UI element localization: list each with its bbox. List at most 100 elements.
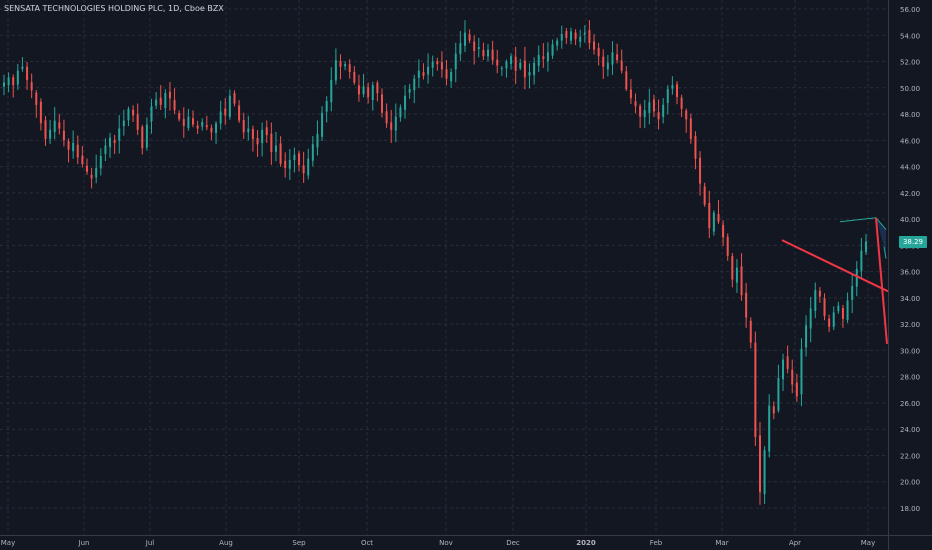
candle-body: [205, 125, 208, 128]
candle-body: [860, 250, 863, 272]
x-tick-label: Jul: [145, 539, 155, 547]
candle-body: [818, 290, 821, 297]
y-tick-label: 20.00: [900, 479, 920, 487]
candle-body: [726, 236, 729, 256]
y-tick-label: 48.00: [900, 111, 920, 119]
candle-body: [39, 101, 42, 124]
candle-body: [284, 160, 287, 168]
candle-body: [302, 165, 305, 174]
candle-body: [353, 71, 356, 83]
candle-body: [496, 59, 499, 66]
candle-body: [182, 119, 185, 126]
candle-body: [758, 435, 761, 493]
candle-body: [602, 56, 605, 67]
candle-body: [3, 82, 5, 87]
candle-body: [768, 405, 771, 452]
candle-body: [99, 156, 102, 169]
candle-body: [625, 71, 628, 90]
candle-body: [256, 137, 259, 145]
x-tick-label: Jun: [78, 539, 90, 547]
candle-body: [588, 30, 591, 44]
y-tick-label: 34.00: [900, 295, 920, 303]
y-tick-label: 44.00: [900, 164, 920, 172]
x-tick-label: Nov: [439, 539, 453, 547]
candle-body: [574, 32, 577, 40]
x-tick-label: Dec: [506, 539, 520, 547]
candle-body: [851, 286, 854, 300]
candle-body: [168, 91, 171, 99]
candle-body: [21, 66, 24, 69]
x-tick-label: May: [861, 539, 875, 547]
candle-body: [371, 85, 374, 101]
candle-body: [569, 31, 572, 41]
candle-body: [777, 377, 780, 411]
candle-body: [703, 186, 706, 205]
candle-body: [671, 85, 674, 89]
candle-body: [417, 70, 420, 78]
candle-body: [708, 203, 711, 229]
x-tick-label: Oct: [361, 539, 373, 547]
candle-body: [528, 72, 531, 76]
y-tick-label: 22.00: [900, 452, 920, 460]
candle-body: [685, 110, 688, 120]
candle-body: [772, 406, 775, 414]
candle-body: [404, 95, 407, 110]
candle-body: [717, 213, 720, 222]
candle-body: [841, 307, 844, 319]
candle-body: [791, 369, 794, 385]
candle-body: [26, 66, 29, 80]
candle-body: [500, 68, 503, 70]
candle-body: [782, 359, 785, 380]
y-tick-label: 46.00: [900, 137, 920, 145]
candle-body: [676, 84, 679, 97]
candle-body: [454, 53, 457, 70]
candle-body: [85, 165, 88, 172]
candle-body: [228, 95, 231, 117]
candle-body: [265, 127, 268, 136]
candle-body: [187, 116, 190, 129]
channel-fill: [876, 217, 886, 259]
candle-body: [95, 167, 98, 178]
candle-body: [510, 56, 513, 65]
candle-body: [754, 342, 757, 438]
candle-body: [118, 128, 121, 141]
y-tick-label: 26.00: [900, 400, 920, 408]
candle-body: [611, 52, 614, 65]
candle-body: [16, 70, 19, 85]
candle-body: [127, 108, 130, 121]
candle-body: [745, 292, 748, 318]
candle-body: [12, 77, 15, 86]
candle-body: [293, 154, 296, 160]
candle-body: [487, 49, 490, 57]
candle-body: [196, 125, 199, 129]
candle-body: [72, 142, 75, 152]
candle-body: [311, 144, 314, 161]
candle-body: [832, 312, 835, 327]
channel-lower-line: [883, 246, 887, 259]
x-tick-label: Aug: [219, 539, 233, 547]
candle-body: [376, 82, 379, 94]
candle-body: [662, 104, 665, 117]
candle-body: [164, 93, 167, 108]
candle-body: [233, 93, 236, 104]
candle-body: [224, 108, 227, 116]
candle-body: [639, 105, 642, 117]
y-tick-label: 24.00: [900, 426, 920, 434]
x-tick-label: Mar: [715, 539, 728, 547]
candle-body: [385, 111, 388, 124]
candle-body: [394, 116, 397, 131]
last-price-badge: 38.29: [898, 236, 927, 248]
y-tick-label: 42.00: [900, 190, 920, 198]
candle-body: [339, 61, 342, 67]
candle-body: [468, 34, 471, 41]
candle-body: [344, 64, 347, 67]
candle-body: [325, 100, 328, 112]
candle-body: [666, 89, 669, 103]
candle-body: [620, 60, 623, 71]
candle-body: [814, 290, 817, 311]
candle-body: [537, 54, 540, 66]
candle-body: [533, 62, 536, 76]
